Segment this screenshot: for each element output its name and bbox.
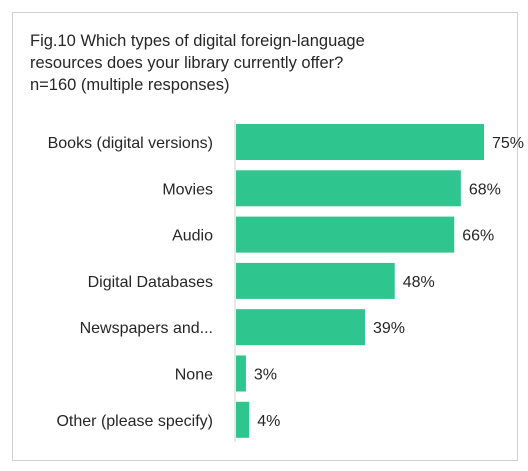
value-label-newspapers-and: 39% xyxy=(373,320,405,337)
chart-title-line-1: Fig.10 Which types of digital foreign-la… xyxy=(30,32,365,50)
value-label-audio: 66% xyxy=(462,228,494,245)
bar-books-digital-versions xyxy=(236,124,484,160)
bar-movies xyxy=(236,170,461,207)
category-label-newspapers-and: Newspapers and... xyxy=(80,320,213,337)
value-label-other-please-specify: 4% xyxy=(257,413,280,430)
bar-other-please-specify xyxy=(236,401,250,438)
value-label-books-digital-versions: 75% xyxy=(492,135,524,152)
chart-title-line-3: n=160 (multiple responses) xyxy=(30,76,230,94)
value-label-none: 3% xyxy=(254,367,277,384)
category-label-digital-databases: Digital Databases xyxy=(88,274,213,291)
category-label-movies: Movies xyxy=(162,181,213,198)
value-label-movies: 68% xyxy=(469,181,501,198)
category-label-books-digital-versions: Books (digital versions) xyxy=(48,135,213,152)
bar-audio xyxy=(236,216,455,253)
bar-none xyxy=(236,355,246,392)
category-label-other-please-specify: Other (please specify) xyxy=(56,413,213,430)
chart-title: Fig.10 Which types of digital foreign-la… xyxy=(30,30,470,96)
bar-newspapers-and xyxy=(236,309,365,346)
bar-digital-databases xyxy=(236,262,395,299)
category-label-none: None xyxy=(175,367,213,384)
category-label-audio: Audio xyxy=(172,228,213,245)
value-label-digital-databases: 48% xyxy=(403,274,435,291)
chart-title-line-2: resources does your library currently of… xyxy=(30,54,344,72)
